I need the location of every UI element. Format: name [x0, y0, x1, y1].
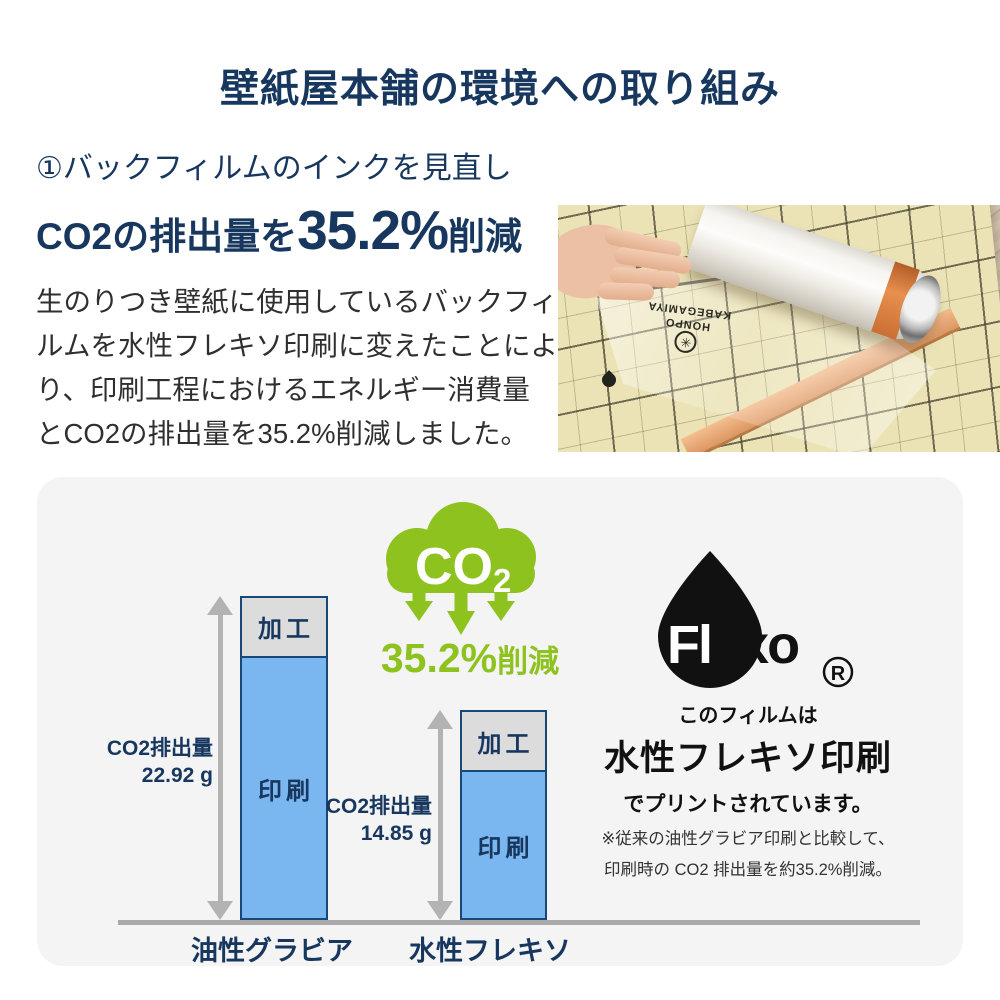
total-caption: CO2排出量: [325, 795, 432, 818]
svg-text:Flexo: Flexo: [667, 615, 798, 675]
intro-body-line: り、印刷工程におけるエネルギー消費量: [36, 374, 530, 405]
infographic-panel: 加工 印刷 CO2排出量 22.92 g 加工 印刷 CO2排出量 14.8: [37, 477, 963, 966]
flexo-logo-exo: exo: [711, 615, 798, 675]
segment-label-processing: 加工: [477, 730, 534, 758]
droplet-icon: [658, 551, 762, 688]
total-value: 22.92 g: [141, 764, 213, 787]
intro-body-line: 生のりつき壁紙に使用しているバックフィ: [36, 286, 558, 317]
bar-oil-gravure: 加工 印刷: [240, 595, 328, 920]
down-arrow-icon: [447, 587, 475, 635]
flexo-note-line2: 印刷時の CO2 排出量を約35.2%削減。: [604, 861, 892, 879]
registered-mark-circle: [822, 656, 854, 688]
segment-label-processing: 加工: [258, 616, 314, 644]
reduction-annotation: 35.2%削減: [320, 635, 620, 682]
segment-label-printing: 印刷: [258, 777, 314, 805]
arrow-down-icon: [427, 901, 453, 920]
co2-cloud-icon: CO2: [386, 502, 536, 635]
subheading-prefix: CO2の排出量を: [36, 216, 298, 257]
total-label-gravure: CO2排出量 22.92 g: [67, 735, 213, 789]
flexo-line3: でプリントされています。: [623, 793, 873, 816]
subheading-value: 35.2%: [297, 199, 449, 261]
total-caption: CO2排出量: [106, 737, 213, 760]
intro-body-line: とCO2の排出量を35.2%削減しました。: [36, 418, 529, 449]
flexo-line2: 水性フレキソ印刷: [603, 739, 892, 778]
intro-subheading: CO2の排出量を35.2%削減: [36, 198, 522, 262]
bar-segment-printing: 印刷: [242, 658, 326, 918]
reduction-suffix: 削減: [497, 644, 560, 679]
photo-stamp-logo-icon: ✳: [673, 329, 698, 355]
bar-segment-printing: 印刷: [462, 772, 545, 918]
page-title: 壁紙屋本舗の環境への取り組み: [219, 68, 780, 111]
flexo-note-line1: ※従来の油性グラビア印刷と比較して、: [601, 830, 895, 848]
intro-body: 生のりつき壁紙に使用しているバックフィ ルムを水性フレキソ印刷に変えたことによ …: [36, 280, 576, 456]
co2-subscript: 2: [493, 562, 511, 599]
reduction-value: 35.2%: [380, 635, 498, 681]
bar-segment-processing: 加工: [242, 597, 326, 659]
category-label-flexo: 水性フレキソ: [409, 936, 571, 966]
bar-water-flexo: 加工 印刷: [460, 710, 547, 920]
emission-height-arrow-flexo: [427, 710, 453, 920]
intro-body-line: ルムを水性フレキソ印刷に変えたことによ: [36, 330, 558, 361]
photo-hand-finger: [597, 282, 655, 301]
category-label-gravure: 油性グラビア: [191, 936, 353, 966]
total-value: 14.85 g: [360, 822, 432, 845]
flexo-line1: このフィルムは: [678, 705, 818, 727]
flexo-text-block: このフィルムは 水性フレキソ印刷 でプリントされています。 ※従来の油性グラビア…: [583, 699, 913, 880]
flexo-logo: Flexo R: [658, 551, 854, 688]
flexo-logo-fl: Fl: [667, 615, 711, 675]
product-photo: ✳ HONPO KABEGAMIYA: [558, 205, 1000, 452]
total-label-flexo: CO2排出量 14.85 g: [286, 793, 432, 847]
svg-text:CO2: CO2: [415, 538, 511, 599]
co2-text: CO: [415, 538, 493, 596]
registered-mark-icon: R: [831, 663, 846, 685]
down-arrow-icon: [405, 587, 433, 621]
bar-segment-processing: 加工: [462, 712, 545, 773]
intro-heading: ①バックフィルムのインクを見直し: [36, 152, 512, 185]
photo-hand: [558, 213, 716, 314]
down-arrow-icon: [487, 587, 515, 621]
segment-label-printing: 印刷: [477, 834, 534, 862]
subheading-suffix: 削減: [448, 216, 523, 257]
arrow-down-icon: [207, 901, 233, 920]
chart-baseline: [118, 920, 920, 925]
emission-height-arrow-gravure: [207, 595, 233, 920]
